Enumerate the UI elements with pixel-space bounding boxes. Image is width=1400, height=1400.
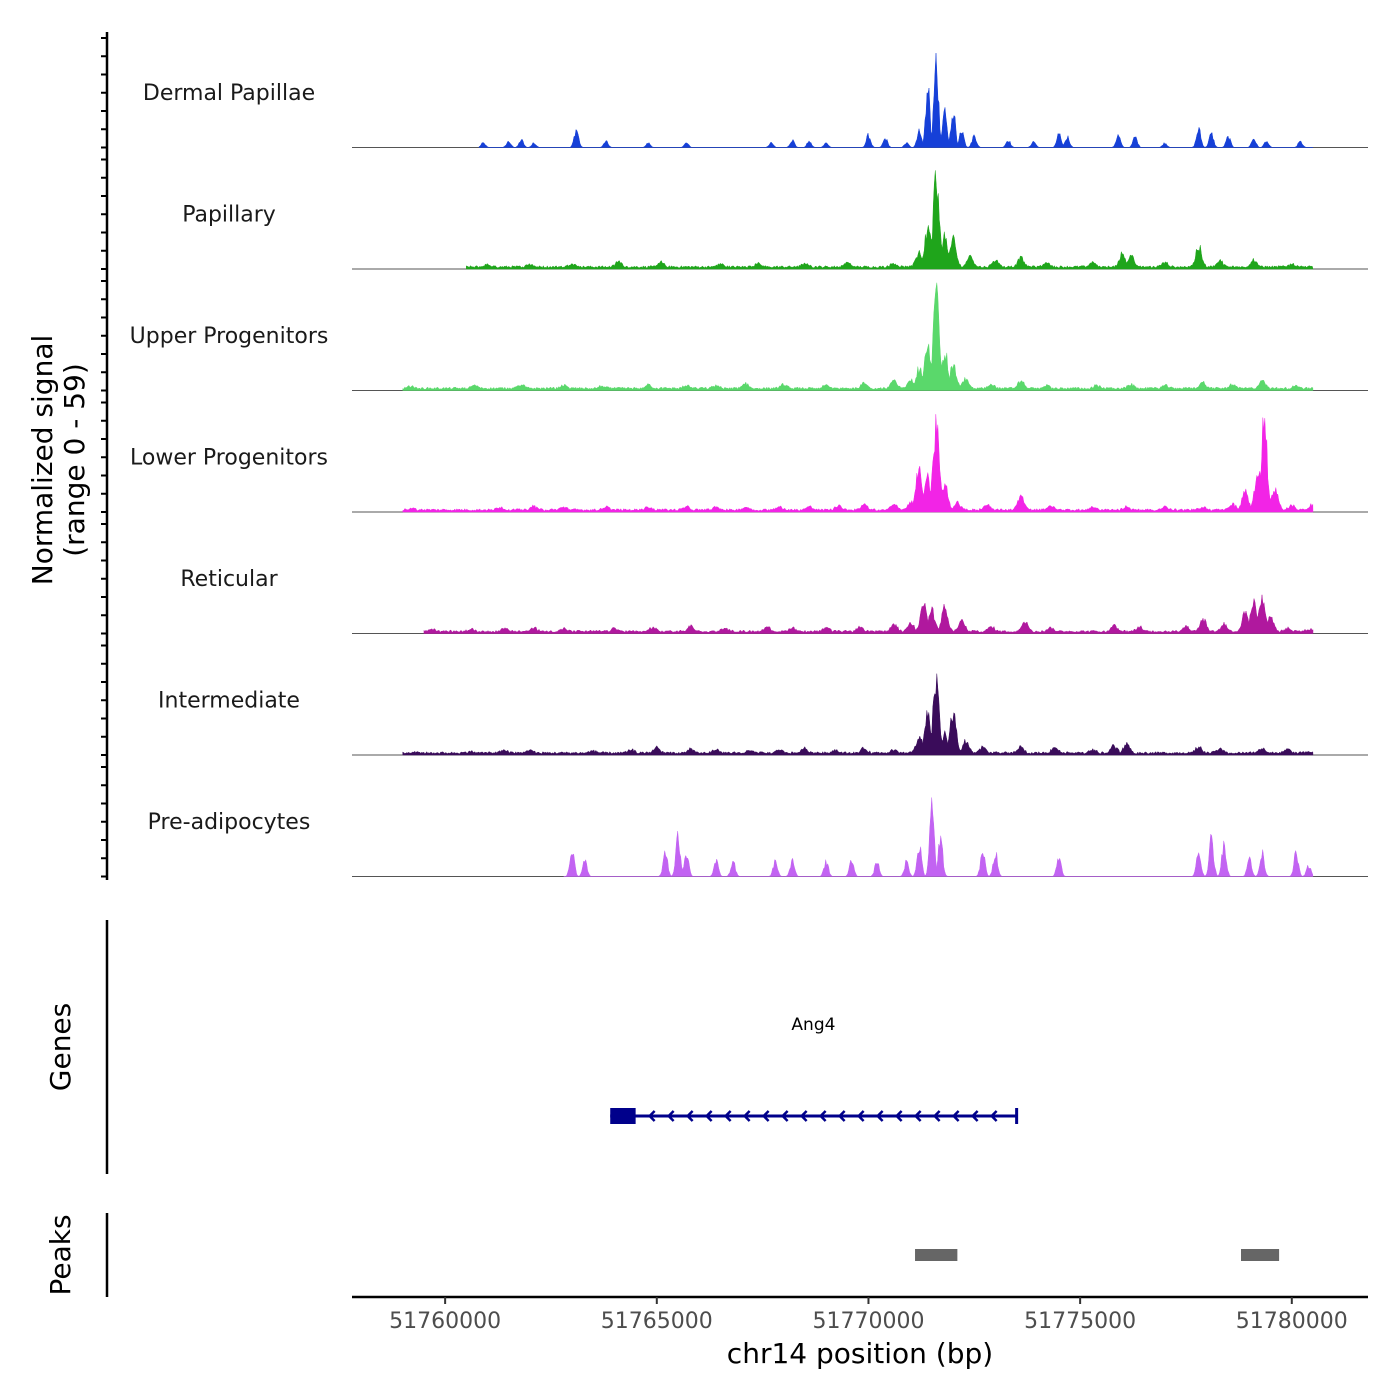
strand-arrow: [704, 1110, 713, 1122]
x-axis-ticks: 51760000 51765000 51770000 51775000 51780000: [389, 1297, 1348, 1334]
genes-track-title: Genes: [44, 1003, 77, 1091]
strand-arrow: [666, 1110, 675, 1122]
coverage-area-reticular: [423, 594, 1314, 634]
strand-arrow: [875, 1110, 884, 1122]
coverage-area-intermediate: [402, 673, 1314, 756]
track-reticular: Reticular: [180, 567, 1368, 634]
strand-arrow: [856, 1110, 865, 1122]
strand-arrow: [894, 1110, 903, 1122]
x-tick-label: 51775000: [1024, 1309, 1136, 1334]
gene-ang4: Ang4: [610, 1015, 1019, 1124]
track-papillary: Papillary: [182, 170, 1368, 270]
peak-region: [1241, 1249, 1280, 1261]
y-axis-title-line1: Normalized signal: [26, 335, 59, 586]
track-pre-adipocytes: Pre-adipocytes: [148, 797, 1368, 877]
x-tick-label: 51760000: [389, 1309, 501, 1334]
track-upper-progenitors: Upper Progenitors: [130, 282, 1368, 391]
peaks-track: [915, 1249, 1280, 1261]
strand-arrow: [685, 1110, 694, 1122]
signal-y-ticks: [101, 37, 107, 878]
coverage-area-papillary: [466, 170, 1314, 270]
strand-arrow: [989, 1110, 998, 1122]
strand-arrow: [913, 1110, 922, 1122]
track-label-reticular: Reticular: [180, 567, 278, 592]
x-tick-label: 51770000: [812, 1309, 924, 1334]
strand-arrow: [837, 1110, 846, 1122]
x-tick-label: 51780000: [1236, 1309, 1348, 1334]
strand-arrow: [932, 1110, 941, 1122]
strand-arrow: [951, 1110, 960, 1122]
coverage-area-pre-adipocytes: [563, 797, 1314, 877]
track-label-dermal-papillae: Dermal Papillae: [143, 81, 315, 106]
track-label-upper-progenitors: Upper Progenitors: [130, 324, 329, 349]
strand-arrow: [647, 1110, 656, 1122]
signal-tracks: Dermal Papillae Papillary Upper Progenitor…: [130, 53, 1368, 877]
y-axis-title-line2: (range 0 - 59): [58, 363, 91, 557]
track-lower-progenitors: Lower Progenitors: [130, 414, 1368, 513]
track-dermal-papillae: Dermal Papillae: [143, 53, 1368, 148]
x-axis-title: chr14 position (bp): [727, 1337, 993, 1370]
strand-arrow: [799, 1110, 808, 1122]
strand-arrow: [742, 1110, 751, 1122]
track-label-papillary: Papillary: [182, 203, 276, 228]
peaks-track-title: Peaks: [44, 1214, 77, 1295]
coverage-area-lower-progenitors: [402, 414, 1314, 513]
strand-arrow: [818, 1110, 827, 1122]
coverage-area-dermal-papillae: [478, 53, 1313, 148]
strand-arrow: [780, 1110, 789, 1122]
genes-track: Ang4: [610, 1015, 1019, 1124]
x-tick-label: 51765000: [601, 1309, 713, 1334]
track-intermediate: Intermediate: [158, 673, 1368, 756]
strand-arrow: [723, 1110, 732, 1122]
track-label-intermediate: Intermediate: [158, 689, 300, 714]
peak-region: [915, 1249, 958, 1261]
track-label-pre-adipocytes: Pre-adipocytes: [148, 810, 311, 835]
gene-label: Ang4: [791, 1015, 835, 1035]
coverage-area-upper-progenitors: [402, 282, 1314, 391]
track-label-lower-progenitors: Lower Progenitors: [130, 446, 328, 471]
strand-arrow: [761, 1110, 770, 1122]
strand-arrow: [970, 1110, 979, 1122]
gene-exon: [610, 1108, 636, 1124]
